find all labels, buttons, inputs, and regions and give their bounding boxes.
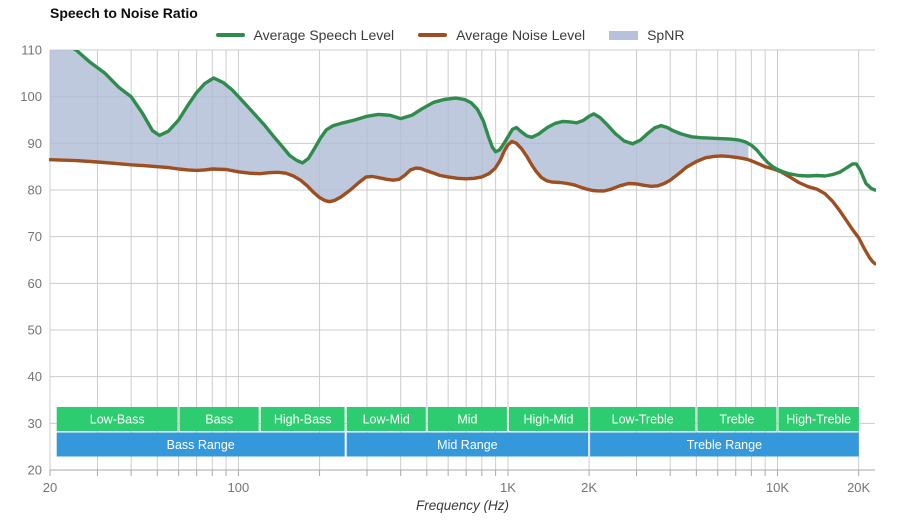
x-tick-label: 2K xyxy=(581,480,597,495)
y-tick-label: 100 xyxy=(20,89,42,104)
legend-item-spnr[interactable]: SpNR xyxy=(609,27,684,43)
band-bass-range xyxy=(56,432,345,457)
band-high-bass xyxy=(260,407,345,431)
band-mid xyxy=(427,407,507,431)
y-tick-label: 110 xyxy=(21,43,42,58)
legend-item-average-speech-level[interactable]: Average Speech Level xyxy=(215,27,395,43)
x-tick-label: 20 xyxy=(43,480,57,495)
legend-label-speech: Average Speech Level xyxy=(253,27,395,43)
legend-item-average-noise-level[interactable]: Average Noise Level xyxy=(418,27,585,43)
band-bass xyxy=(179,407,259,431)
band-label: Low-Treble xyxy=(612,413,674,427)
x-tick-label: 20K xyxy=(847,480,870,495)
band-high-mid xyxy=(509,407,589,431)
band-low-bass xyxy=(56,407,178,431)
spnr-area-swatch xyxy=(609,30,639,40)
band-treble xyxy=(697,407,777,431)
x-tick-label: 1K xyxy=(500,480,516,495)
band-low-treble xyxy=(590,407,696,431)
band-label: Treble xyxy=(719,413,754,427)
legend-label-noise: Average Noise Level xyxy=(456,27,586,43)
y-tick-label: 60 xyxy=(28,276,42,291)
y-tick-label: 20 xyxy=(28,463,42,478)
band-low-mid xyxy=(346,407,426,431)
y-tick-label: 90 xyxy=(28,136,42,151)
legend-label-spnr: SpNR xyxy=(647,27,685,43)
x-axis-title: Frequency (Hz) xyxy=(415,498,510,513)
y-tick-label: 30 xyxy=(28,416,42,431)
band-high-treble xyxy=(778,407,859,431)
y-tick-label: 80 xyxy=(28,183,42,198)
band-label: Bass xyxy=(205,413,233,427)
y-tick-label: 40 xyxy=(28,369,42,384)
band-label: Low-Bass xyxy=(90,413,145,427)
band-treble-range xyxy=(590,432,859,457)
y-tick-label: 70 xyxy=(28,229,42,244)
x-tick-label: 100 xyxy=(228,480,250,495)
band-label: Treble Range xyxy=(687,438,762,452)
band-mid-range xyxy=(346,432,589,457)
band-label: Mid Range xyxy=(437,438,497,452)
noise-curve xyxy=(49,139,876,266)
band-label: High-Mid xyxy=(523,413,573,427)
spnr-fill xyxy=(50,50,749,202)
speech-curve xyxy=(72,50,876,192)
chart-title: Speech to Noise Ratio xyxy=(50,5,198,21)
y-tick-label: 50 xyxy=(28,323,42,338)
noise-line-swatch xyxy=(418,33,448,37)
chart-legend: Average Speech Level Average Noise Level… xyxy=(25,27,875,43)
band-label: High-Bass xyxy=(274,413,332,427)
speech-line-swatch xyxy=(215,33,245,37)
band-label: Mid xyxy=(457,413,477,427)
x-tick-label: 10K xyxy=(766,480,789,495)
band-label: High-Treble xyxy=(786,413,851,427)
band-label: Low-Mid xyxy=(363,413,410,427)
band-label: Bass Range xyxy=(167,438,235,452)
